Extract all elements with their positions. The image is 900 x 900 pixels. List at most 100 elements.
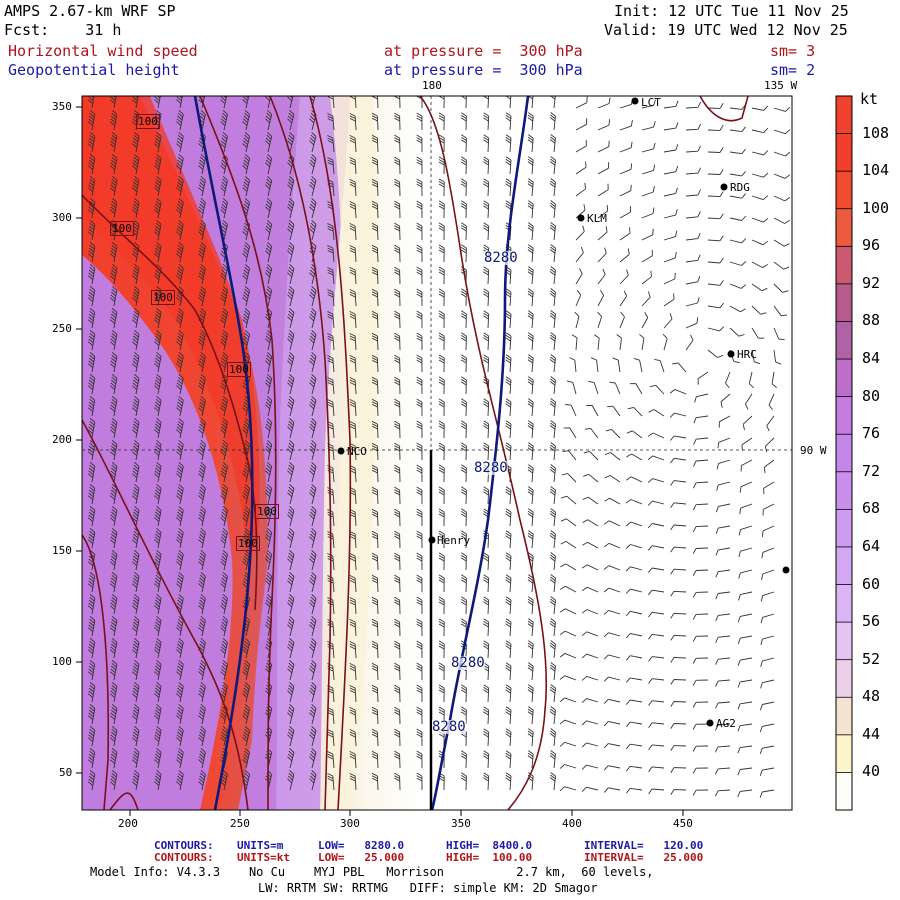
wind-barb — [132, 220, 140, 241]
wind-barb — [737, 789, 753, 798]
wind-barb — [242, 351, 251, 373]
wind-barb — [265, 461, 273, 483]
wind-barb — [460, 684, 467, 703]
wind-barb — [560, 585, 577, 593]
wind-barb — [287, 439, 295, 461]
wind-barb — [707, 302, 724, 309]
wind-barb — [87, 110, 96, 131]
wind-barb — [349, 156, 357, 175]
wind-barb — [692, 635, 709, 642]
wind-barb — [670, 745, 687, 751]
colorbar-swatch — [836, 208, 852, 247]
wind-barb — [597, 204, 609, 219]
wind-barb — [483, 200, 490, 219]
wind-barb — [707, 213, 724, 220]
wind-barb — [751, 195, 769, 201]
wind-barb — [575, 289, 582, 307]
wind-barb — [109, 770, 118, 791]
wind-barb — [371, 662, 379, 681]
wind-barb — [527, 640, 534, 659]
wind-barb — [648, 678, 665, 684]
wind-barb — [740, 459, 753, 472]
wind-barb — [607, 405, 621, 417]
wind-barb — [563, 427, 577, 439]
wind-barb — [109, 726, 118, 747]
wind-barb — [176, 219, 184, 241]
height-contour-label: 8280 — [432, 719, 466, 735]
wind-barb — [729, 283, 747, 289]
wind-barb — [198, 593, 206, 615]
wind-barb — [597, 247, 607, 263]
wind-barb — [198, 725, 206, 747]
wind-barb — [670, 524, 687, 531]
colorbar-label: 108 — [862, 123, 890, 142]
wind-barb — [549, 486, 556, 505]
wind-barb — [625, 699, 643, 705]
wind-barb — [460, 156, 467, 175]
wind-barb — [416, 332, 423, 351]
wind-barb — [109, 96, 117, 109]
wind-barb — [714, 789, 731, 797]
wind-barb — [715, 701, 731, 709]
wind-barb — [109, 748, 118, 769]
wind-barb — [527, 486, 534, 505]
wind-barb — [265, 417, 273, 439]
wind-barb — [371, 178, 379, 197]
wind-barb — [438, 640, 445, 659]
wind-barb — [87, 396, 96, 417]
wind-barb — [287, 747, 295, 769]
wind-barb — [109, 660, 118, 681]
wind-barb — [87, 616, 96, 637]
colorbar-label: 64 — [862, 536, 881, 555]
wind-barb — [394, 310, 401, 329]
wind-barb — [527, 574, 534, 593]
wind-barb — [309, 153, 317, 175]
wind-barb — [603, 565, 621, 571]
wind-barb — [198, 109, 206, 131]
wind-barb — [505, 640, 512, 659]
wind-barb — [242, 153, 251, 175]
wind-barb — [505, 486, 512, 505]
wind-barb — [176, 549, 184, 571]
wind-barb — [109, 330, 118, 351]
wind-barb — [394, 618, 401, 637]
wind-barb — [87, 308, 96, 329]
wind-barb — [242, 197, 251, 219]
wind-barb — [460, 618, 467, 637]
wind-barb — [220, 571, 228, 593]
wind-barb — [483, 420, 490, 439]
field2-name: Geopotential height — [8, 61, 180, 79]
wind-barb — [761, 569, 775, 580]
wind-barb — [739, 503, 753, 515]
wind-barb — [198, 329, 206, 351]
wind-barb — [109, 198, 118, 219]
wind-barb — [625, 476, 643, 483]
wind-barb — [176, 329, 184, 351]
wind-barb — [672, 362, 687, 373]
wind-barb — [729, 238, 747, 244]
wind-barb — [685, 232, 701, 241]
wind-barb — [176, 461, 184, 483]
colorbar-label: 88 — [862, 311, 881, 330]
wind-barb — [220, 351, 228, 373]
wind-barb — [176, 725, 184, 747]
wind-barb — [394, 332, 401, 351]
wind-barb — [349, 750, 357, 769]
wind-barb — [220, 307, 228, 329]
wind-barb — [176, 615, 184, 637]
wind-barb — [716, 459, 731, 470]
wind-barb — [560, 540, 577, 549]
wind-barb — [349, 420, 357, 439]
wind-barb — [87, 660, 96, 681]
model-info: Model Info: V4.3.3 No Cu MYJ PBL Morriso… — [90, 865, 654, 879]
wind-barb — [220, 769, 228, 791]
wind-barb — [438, 486, 445, 505]
wind-barb — [220, 527, 228, 549]
wind-barb — [483, 288, 490, 307]
wind-barb — [582, 496, 599, 505]
wind-barb — [670, 634, 687, 641]
wind-barb — [527, 420, 534, 439]
wind-barb — [220, 461, 228, 483]
wind-barb — [287, 373, 295, 395]
wind-barb — [685, 254, 701, 263]
